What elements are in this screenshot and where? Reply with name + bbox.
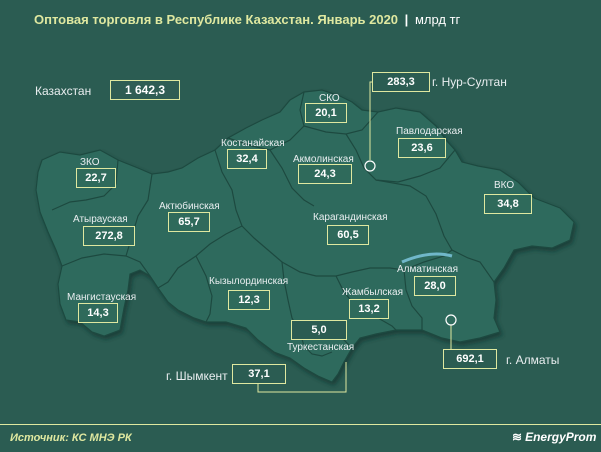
shymkent-callout [257, 362, 347, 393]
region-value-almaty-region: 28,0 [414, 276, 456, 296]
source-note: Источник: КС МНЭ РК [10, 432, 132, 444]
city-value-nur-sultan: 283,3 [372, 72, 430, 92]
title-unit: млрд тг [414, 12, 461, 27]
map-regions [35, 89, 575, 383]
region-label-aktobe: Актюбинская [159, 201, 220, 212]
title-separator: | [404, 12, 409, 27]
city-value-shymkent: 37,1 [232, 364, 286, 384]
region-label-pavlodar: Павлодарская [396, 126, 463, 137]
region-label-turkestan: Туркестанская [287, 342, 355, 353]
region-label-kostanay: Костанайская [221, 138, 285, 149]
region-value-atyrau: 272,8 [83, 226, 135, 246]
region-label-akmola: Акмолинская [293, 154, 354, 165]
total-value: 1 642,3 [110, 80, 180, 100]
region-label-zko: ЗКО [80, 157, 100, 168]
brand-name: EnergyProm [525, 430, 597, 444]
region-value-aktobe: 65,7 [168, 212, 210, 232]
region-borders [51, 91, 495, 357]
city-label-nur-sultan: г. Нур-Султан [432, 75, 507, 89]
total-label: Казахстан [35, 84, 92, 98]
page-title: Оптовая торговля в Республике Казахстан.… [34, 12, 460, 27]
region-value-sko: 20,1 [305, 103, 347, 123]
city-label-shymkent: г. Шымкент [166, 369, 228, 383]
region-label-sko: СКО [319, 93, 340, 104]
region-value-kyzylorda: 12,3 [228, 290, 270, 310]
region-label-almaty-region: Алматинская [397, 264, 458, 275]
footer-divider [0, 424, 601, 425]
region-label-zhambyl: Жамбылская [342, 287, 403, 298]
region-value-pavlodar: 23,6 [398, 138, 446, 158]
country-outline [35, 89, 575, 383]
region-label-karaganda: Карагандинская [313, 212, 388, 223]
region-label-vko: ВКО [494, 180, 515, 191]
region-value-karaganda: 60,5 [327, 225, 369, 245]
region-label-atyrau: Атырауская [73, 214, 128, 225]
lake-balkhash [401, 252, 453, 264]
city-label-almaty: г. Алматы [506, 353, 560, 367]
region-value-vko: 34,8 [484, 194, 532, 214]
region-value-zko: 22,7 [76, 168, 116, 188]
region-value-zhambyl: 13,2 [349, 299, 389, 319]
almaty-marker [445, 314, 457, 326]
region-value-akmola: 24,3 [298, 164, 352, 184]
region-value-kostanay: 32,4 [227, 149, 267, 169]
region-label-kyzylorda: Кызылординская [209, 276, 289, 287]
brand-logo: ≋ EnergyProm [512, 430, 596, 444]
region-value-turkestan: 5,0 [291, 320, 347, 340]
nur-sultan-marker [364, 160, 376, 172]
region-label-mangystau: Мангистауская [67, 292, 137, 303]
title-text: Оптовая торговля в Республике Казахстан.… [34, 12, 399, 27]
city-value-almaty: 692,1 [443, 349, 497, 369]
region-value-mangystau: 14,3 [78, 303, 118, 323]
energyprom-logo-icon: ≋ [512, 430, 523, 444]
